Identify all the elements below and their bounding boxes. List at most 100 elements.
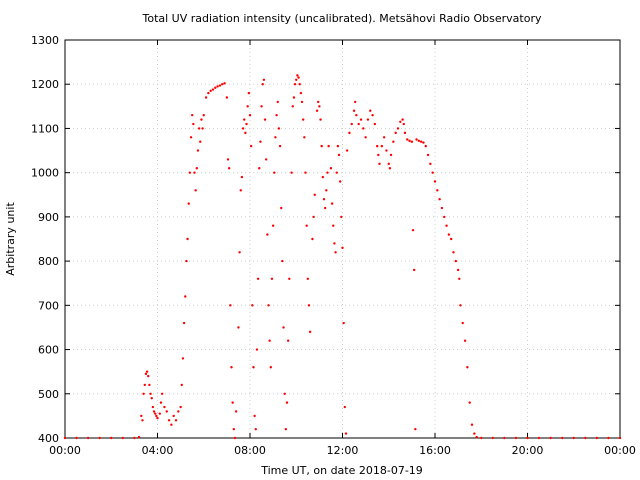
data-point (537, 436, 541, 440)
data-point (186, 237, 189, 241)
data-point (341, 246, 344, 250)
data-point (200, 118, 203, 121)
x-tick-label: 04:00 (142, 444, 174, 457)
data-point (209, 89, 212, 93)
data-point (344, 432, 348, 435)
x-tick-label: 16:00 (419, 444, 451, 457)
y-tick-label: 800 (38, 255, 59, 268)
data-point (251, 304, 254, 307)
data-point (461, 321, 464, 325)
data-point (218, 84, 222, 87)
data-point (526, 436, 529, 440)
data-point (321, 175, 325, 179)
data-point (371, 113, 374, 117)
data-point (149, 392, 152, 395)
y-tick-label: 400 (38, 432, 59, 445)
x-tick-label: 12:00 (327, 444, 359, 457)
y-tick-label: 1000 (31, 167, 59, 180)
data-point (211, 88, 215, 91)
data-point (229, 304, 232, 307)
data-point (268, 339, 271, 342)
data-point (306, 277, 310, 280)
data-point (243, 118, 246, 121)
data-point (352, 109, 356, 112)
data-point (301, 118, 305, 121)
data-point (283, 392, 286, 395)
data-point (308, 330, 312, 334)
data-point (288, 277, 291, 280)
data-point (327, 144, 330, 148)
data-point (147, 374, 150, 378)
data-point (362, 127, 365, 130)
data-point (298, 83, 301, 86)
data-point (187, 202, 190, 205)
data-point (159, 401, 163, 404)
data-point (290, 171, 293, 174)
data-point (480, 436, 483, 440)
data-point (607, 436, 610, 440)
data-point (336, 144, 340, 148)
x-tick-label: 20:00 (512, 444, 544, 457)
data-point (260, 105, 263, 108)
data-point (216, 85, 219, 88)
data-point (181, 357, 185, 360)
chart-title: Total UV radiation intensity (uncalibrat… (142, 12, 542, 25)
data-point (307, 304, 311, 307)
data-point (151, 405, 155, 409)
data-point (440, 206, 444, 210)
data-point (312, 215, 315, 219)
data-point (207, 91, 210, 95)
data-point (396, 127, 400, 130)
data-point (415, 138, 418, 141)
data-point (170, 423, 173, 426)
data-point (377, 153, 380, 157)
data-point (375, 144, 379, 148)
data-point (192, 122, 195, 126)
data-point (263, 118, 267, 121)
data-point (311, 237, 314, 241)
data-point (549, 436, 552, 440)
data-point (270, 277, 274, 280)
data-point (197, 127, 201, 130)
data-point (239, 189, 242, 192)
grid-lines (65, 40, 620, 438)
data-point (278, 144, 282, 148)
data-point (230, 366, 233, 369)
data-point (491, 436, 495, 440)
data-point (165, 410, 168, 413)
data-point (227, 167, 231, 170)
data-point (255, 348, 259, 351)
data-point (382, 136, 386, 139)
data-point (258, 167, 261, 170)
y-tick-label: 900 (38, 211, 59, 224)
data-point (343, 405, 347, 409)
data-point (584, 436, 587, 440)
x-axis-label: Time UT, on date 2018-07-19 (260, 464, 423, 477)
data-point (259, 140, 262, 143)
data-point (167, 419, 171, 422)
data-point (110, 436, 113, 440)
data-point (350, 122, 353, 126)
data-point (225, 96, 229, 99)
data-point (406, 138, 409, 141)
data-point (248, 113, 252, 117)
data-point (338, 180, 342, 183)
data-point (333, 242, 336, 245)
data-point (378, 162, 381, 166)
data-point (445, 224, 448, 227)
data-points (63, 74, 622, 440)
data-point (141, 419, 144, 422)
axis-ticks (64, 39, 621, 439)
data-point (330, 202, 334, 205)
data-point (572, 436, 575, 440)
data-point (414, 427, 417, 431)
data-point (177, 410, 180, 413)
data-point (313, 193, 316, 196)
data-point (300, 100, 304, 104)
data-point (232, 427, 236, 431)
data-point (359, 118, 363, 121)
data-point (389, 153, 393, 157)
data-point (148, 383, 151, 387)
data-point (303, 136, 306, 139)
data-point (274, 136, 277, 139)
